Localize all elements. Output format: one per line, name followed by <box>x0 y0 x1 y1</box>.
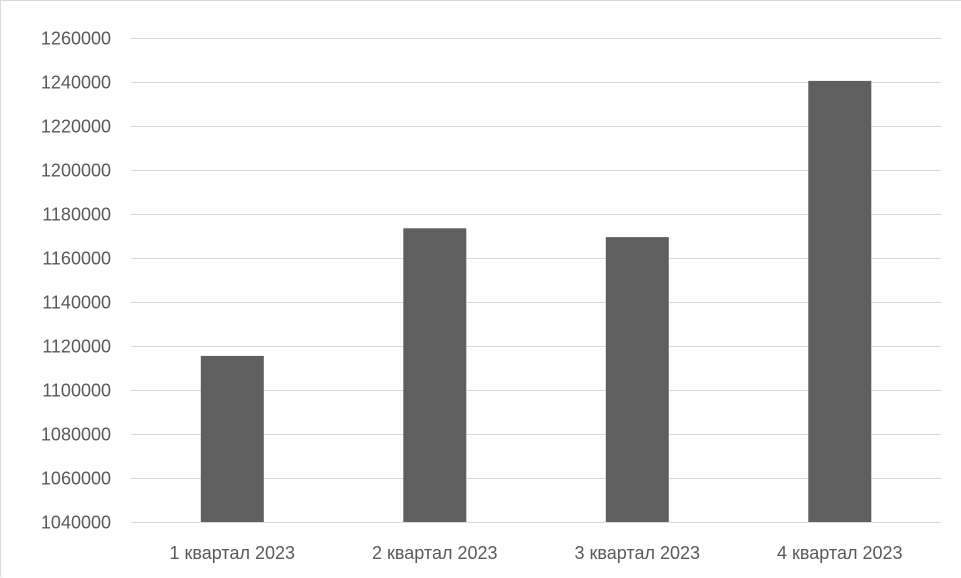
bar <box>808 80 872 523</box>
x-category-label: 2 квартал 2023 <box>372 543 497 563</box>
y-tick-label: 1160000 <box>42 249 111 269</box>
y-tick-label: 1220000 <box>41 117 111 137</box>
y-tick-label: 1080000 <box>41 425 111 445</box>
y-tick-label: 1100000 <box>42 381 111 401</box>
y-tick-label: 1260000 <box>41 29 111 49</box>
gridlines <box>131 38 941 523</box>
bar <box>605 237 669 522</box>
y-tick-label: 1180000 <box>42 205 111 225</box>
y-axis-tick-labels: 1040000 1060000 1080000 1100000 1120000 11400… <box>41 29 111 533</box>
y-tick-label: 1060000 <box>41 469 111 489</box>
y-tick-label: 1140000 <box>42 293 111 313</box>
y-tick-label: 1200000 <box>41 161 111 181</box>
y-tick-label: 1240000 <box>41 73 111 93</box>
bar <box>403 228 467 523</box>
x-category-label: 4 квартал 2023 <box>777 543 902 563</box>
y-tick-label: 1040000 <box>41 513 111 533</box>
x-axis-category-labels: 1 квартал 2023 2 квартал 2023 3 квартал 20… <box>170 543 903 563</box>
x-category-label: 1 квартал 2023 <box>170 543 295 563</box>
y-tick-label: 1120000 <box>42 337 111 357</box>
x-category-label: 3 квартал 2023 <box>575 543 700 563</box>
bars <box>200 80 872 523</box>
bar <box>200 355 264 522</box>
